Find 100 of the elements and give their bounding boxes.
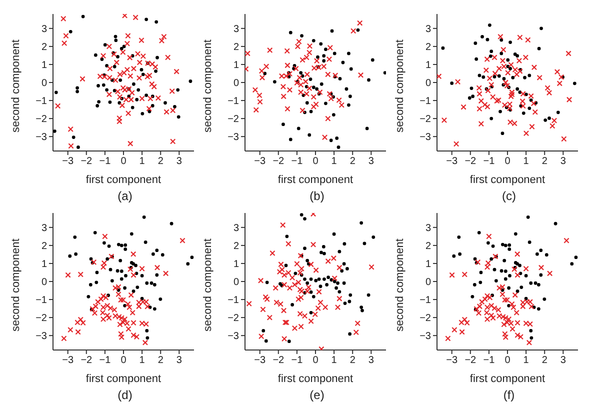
x-axis-title: first component [470, 373, 546, 385]
y-tick-label: 2 [233, 240, 240, 252]
x-tick-label: 0 [120, 156, 127, 168]
y-tick-label: −1 [228, 96, 240, 108]
x-tick-label: −1 [291, 355, 304, 366]
x-tick-label: 3 [560, 156, 566, 168]
x-tick-label: −3 [62, 156, 74, 168]
y-tick-label: −2 [420, 313, 432, 324]
y-tick-label: −3 [420, 132, 432, 144]
x-tick-label: −1 [99, 156, 112, 168]
x-tick-label: 1 [331, 156, 338, 168]
y-tick-label: −2 [420, 114, 432, 126]
x-tick-label: 2 [158, 156, 164, 168]
x-tick-label: 2 [542, 355, 548, 366]
y-tick-label: 0 [41, 78, 48, 90]
x-tick-label: −1 [483, 156, 496, 168]
y-tick-label: −2 [36, 114, 48, 126]
y-axis-title: second component [10, 40, 22, 132]
y-tick-label: 1 [233, 60, 240, 72]
x-tick-label: 0 [504, 156, 511, 168]
y-tick-label: −1 [420, 96, 432, 108]
x-tick-label: −3 [254, 355, 266, 366]
y-tick-label: −3 [420, 331, 432, 342]
y-tick-label: 0 [425, 78, 432, 90]
x-tick-label: −3 [446, 355, 458, 366]
x-tick-label: 3 [368, 355, 374, 366]
y-tick-label: −1 [36, 295, 48, 306]
x-tick-label: −2 [80, 156, 93, 168]
y-tick-label: 1 [425, 60, 432, 72]
x-tick-label: 2 [158, 355, 164, 366]
y-tick-label: −3 [36, 331, 48, 342]
y-tick-label: 2 [425, 240, 432, 252]
y-tick-label: 3 [233, 222, 240, 234]
y-tick-label: 3 [41, 24, 48, 35]
y-tick-label: 0 [233, 277, 240, 288]
y-tick-label: 1 [41, 259, 48, 270]
text: (e) [308, 387, 326, 403]
x-tick-label: −2 [272, 355, 285, 366]
x-tick-label: −3 [62, 355, 74, 366]
y-axis-title: second component [202, 238, 214, 332]
y-tick-label: 0 [233, 78, 240, 90]
x-tick-label: 1 [331, 355, 338, 366]
y-tick-label: −1 [228, 295, 240, 306]
y-tick-label: 2 [41, 240, 48, 252]
y-tick-label: −2 [228, 114, 240, 126]
x-tick-label: −3 [446, 156, 458, 168]
x-tick-label: 0 [312, 156, 319, 168]
y-tick-label: −3 [228, 331, 240, 342]
x-tick-label: −1 [483, 355, 496, 366]
x-tick-label: 0 [120, 355, 127, 366]
x-tick-label: −1 [291, 156, 304, 168]
x-tick-label: −3 [254, 156, 266, 168]
y-tick-label: −1 [420, 295, 432, 306]
x-tick-label: 1 [523, 156, 530, 168]
y-tick-label: 3 [233, 24, 240, 35]
y-axis-title: second component [394, 238, 406, 332]
x-tick-label: −2 [80, 355, 93, 366]
x-tick-label: −2 [464, 355, 477, 366]
y-tick-label: 2 [41, 42, 48, 53]
y-tick-label: 1 [41, 60, 48, 72]
y-tick-label: −3 [36, 132, 48, 144]
x-tick-label: 1 [139, 156, 146, 168]
x-tick-label: 2 [542, 156, 548, 168]
y-tick-label: 1 [233, 259, 240, 270]
text: (b) [308, 188, 326, 204]
text: (c) [501, 188, 517, 204]
x-axis-title: first component [86, 174, 162, 186]
x-tick-label: 1 [139, 355, 146, 366]
y-tick-label: 2 [425, 42, 432, 53]
y-tick-label: −1 [36, 96, 48, 108]
text: (a) [116, 188, 134, 204]
y-tick-label: −2 [228, 313, 240, 324]
y-tick-label: 3 [425, 24, 432, 35]
x-tick-label: 2 [350, 355, 356, 366]
x-tick-label: −1 [99, 355, 112, 366]
y-axis-title: second component [10, 238, 22, 332]
x-tick-label: −2 [272, 156, 285, 168]
x-axis-title: first component [278, 373, 354, 385]
y-axis-title: second component [202, 40, 214, 132]
x-axis-title: first component [278, 174, 354, 186]
x-tick-label: 3 [560, 355, 566, 366]
y-tick-label: −2 [36, 313, 48, 324]
y-tick-label: 1 [425, 259, 432, 270]
y-tick-label: 0 [41, 277, 48, 288]
y-tick-label: 3 [41, 222, 48, 234]
y-axis-title: second component [394, 40, 406, 132]
x-tick-label: 1 [523, 355, 530, 366]
x-tick-label: 0 [504, 355, 511, 366]
text: (f) [502, 387, 516, 403]
x-tick-label: 3 [176, 156, 182, 168]
x-axis-title: first component [86, 373, 162, 385]
text: (d) [116, 387, 134, 403]
x-tick-label: 2 [350, 156, 356, 168]
x-tick-label: 3 [368, 156, 374, 168]
x-tick-label: 0 [312, 355, 319, 366]
x-axis-title: first component [470, 174, 546, 186]
y-tick-label: 0 [425, 277, 432, 288]
x-tick-label: 3 [176, 355, 182, 366]
y-tick-label: 3 [425, 222, 432, 234]
y-tick-label: −3 [228, 132, 240, 144]
